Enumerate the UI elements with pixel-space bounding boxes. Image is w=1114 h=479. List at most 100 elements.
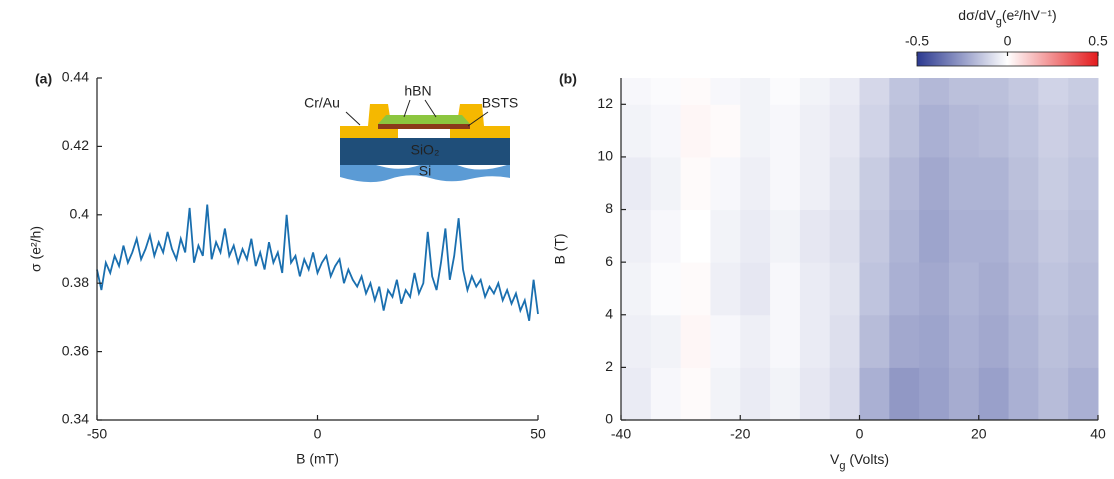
heatmap-cell [889,262,920,316]
heatmap-cell [948,367,980,421]
heatmap-cell [680,104,711,158]
heatmap-cell [770,156,801,211]
x-axis-label-part: V [830,451,840,467]
heatmap-cell [710,78,741,105]
heatmap-cell [1008,262,1039,316]
heatmap-cell [919,367,950,421]
heatmap-cell [680,314,711,368]
colorbar-tick-label: 0.5 [1088,33,1108,49]
heatmap-cell [859,156,890,211]
heatmap-cell [948,78,980,105]
heatmap-cell [621,314,652,368]
colorbar-label-part: dσ/dV [958,7,996,23]
heatmap-cell [1038,78,1069,105]
heatmap-cell [1008,367,1039,421]
panel-label: (a) [35,71,52,87]
y-tick-label: 10 [597,148,613,164]
x-tick-label: 50 [530,426,546,442]
heatmap-cell [1008,314,1039,368]
heatmap-cell [650,209,682,263]
heatmap-cell [889,156,920,211]
heatmap-cell [621,262,652,316]
heatmap-cell [799,78,831,105]
heatmap-cell [770,262,801,316]
heatmap-cell [799,209,831,263]
y-tick-label: 8 [605,200,613,216]
heatmap-cell [1008,104,1039,158]
heatmap-cell [650,78,682,105]
heatmap-cell [740,314,771,368]
heatmap-cell [621,156,652,211]
heatmap-cell [1038,314,1069,368]
heatmap-cell [978,209,1010,263]
x-tick-label: 0 [314,426,322,442]
heatmap-cell [680,367,711,421]
heatmap-cell [621,78,652,105]
contact-right [450,104,510,138]
heatmap-cell [948,209,980,263]
heatmap-cell [1068,262,1099,316]
heatmap-cell [1038,209,1069,263]
heatmap-cell [829,209,860,263]
heatmap-cell [889,314,920,368]
heatmap-cell [829,104,860,158]
heatmap-cell [889,78,920,105]
y-tick-label: 0 [605,411,613,427]
x-axis-label-part: (Volts) [845,451,889,467]
heatmap-cell [710,367,741,421]
heatmap-cell [740,367,771,421]
heatmap-cell [799,367,831,421]
heatmap-cell [859,314,890,368]
bsts-layer [378,124,470,129]
heatmap-cell [978,262,1010,316]
sio2-layer [340,138,510,165]
heatmap-cell [1068,78,1099,105]
heatmap-cell [621,209,652,263]
heatmap-cell [710,314,741,368]
colorbar-label-part: (e²/hV⁻¹) [1002,7,1057,23]
heatmap-cell [799,314,831,368]
x-tick-label: -40 [611,426,631,442]
x-axis-label-part: g [839,460,845,472]
x-tick-label: 0 [856,426,864,442]
heatmap-cell [978,78,1010,105]
heatmap-cell [799,104,831,158]
heatmap-cell [1038,367,1069,421]
heatmap-cell [1008,78,1039,105]
pointer [467,111,489,127]
heatmap-cell [978,156,1010,211]
y-tick-label: 6 [605,253,613,269]
heatmap-cell [859,367,890,421]
heatmap-cell [919,314,950,368]
heatmap-cell [859,78,890,105]
data-line [96,204,539,322]
hbn-layer [378,115,470,124]
heatmap-cell [650,367,682,421]
heatmap-cell [799,262,831,316]
y-tick-label: 0.44 [62,69,89,85]
heatmap-cell [710,209,741,263]
heatmap-cell [740,262,771,316]
heatmap-cell [859,209,890,263]
heatmap-cell [1008,209,1039,263]
y-tick-label: 0.4 [70,206,90,222]
heatmap-cell [740,104,771,158]
heatmap-cell [680,78,711,105]
heatmap-cell [1068,367,1099,421]
si-layer [340,161,510,183]
heatmap-cell [859,262,890,316]
heatmap-cell [829,314,860,368]
heatmap-cell [889,104,920,158]
heatmap-cell [680,156,711,211]
y-tick-label: 0.36 [62,342,89,358]
heatmap-cell [650,314,682,368]
device-inset [340,99,510,183]
heatmap-cell [650,262,682,316]
heatmap-cell [978,104,1010,158]
y-axis-label: B (T) [552,233,568,264]
heatmap-cell [829,78,860,105]
heatmap-cell [919,209,950,263]
heatmap-cell [770,314,801,368]
y-tick-label: 12 [597,95,613,111]
